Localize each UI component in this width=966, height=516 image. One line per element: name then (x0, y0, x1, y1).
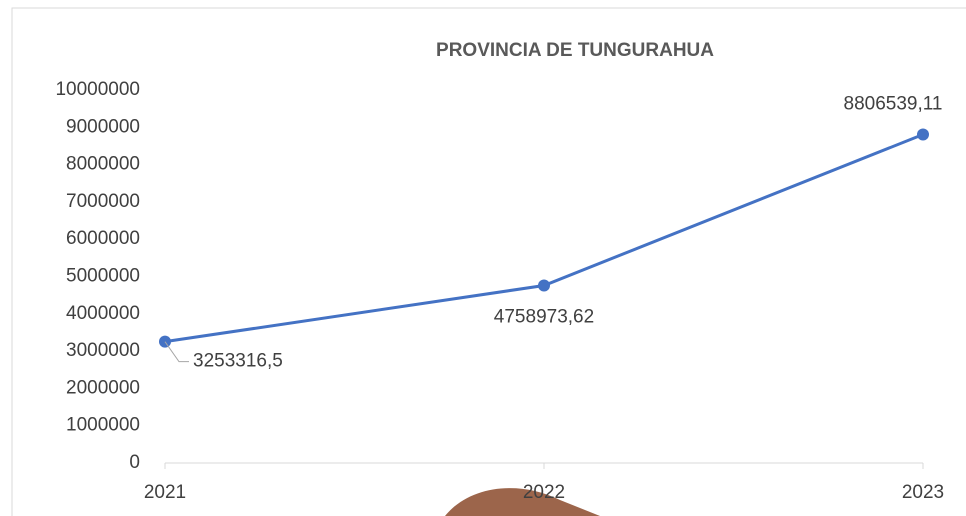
y-tick-label: 3000000 (66, 340, 140, 361)
data-label: 4758973,62 (494, 307, 594, 328)
x-tick-label: 2023 (902, 482, 944, 503)
y-tick-label: 10000000 (55, 79, 140, 100)
y-tick-label: 6000000 (66, 228, 140, 249)
y-tick-label: 0 (129, 452, 140, 473)
decoration (445, 488, 600, 516)
data-label: 3253316,5 (193, 351, 283, 372)
leader-line (164, 341, 189, 363)
y-tick-label: 2000000 (66, 377, 140, 398)
chart-border (11, 7, 966, 516)
x-tick-label: 2021 (144, 482, 186, 503)
chart-title: PROVINCIA DE TUNGURAHUA (436, 40, 714, 61)
y-tick-label: 1000000 (66, 415, 140, 436)
y-tick-label: 4000000 (66, 303, 140, 324)
y-tick-label: 7000000 (66, 191, 140, 212)
x-tick-label: 2022 (523, 482, 565, 503)
data-label: 8806539,11 (844, 94, 943, 115)
data-point (538, 279, 550, 292)
y-tick-label: 9000000 (66, 116, 140, 137)
y-tick-label: 5000000 (66, 266, 140, 287)
data-point (917, 128, 929, 141)
y-tick-label: 8000000 (66, 154, 140, 175)
